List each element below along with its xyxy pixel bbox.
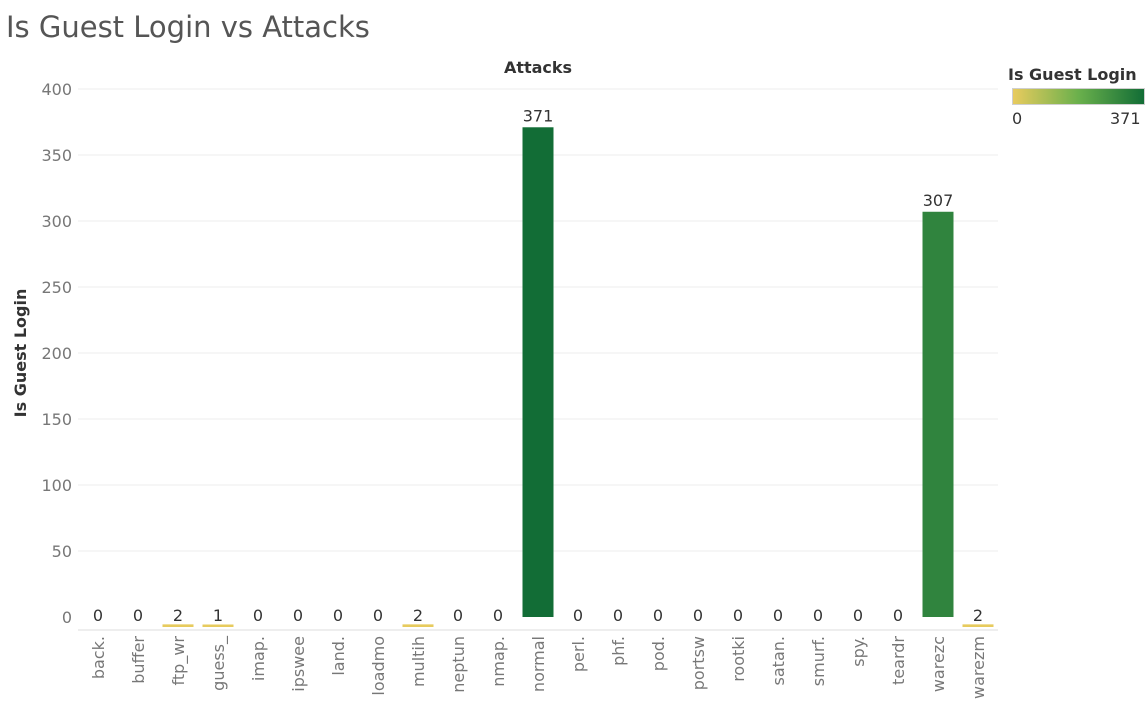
bar — [922, 211, 954, 617]
y-tick-label: 50 — [52, 542, 72, 561]
x-tick-label: nmap. — [489, 636, 508, 687]
x-tick-label: rootki — [729, 636, 748, 682]
data-label: 1 — [213, 606, 223, 625]
x-tick-label: multih — [409, 636, 428, 687]
x-tick-label: loadmo — [369, 636, 388, 696]
data-label: 0 — [293, 606, 303, 625]
x-tick-label: guess_ — [209, 635, 229, 691]
legend-title: Is Guest Login — [1008, 65, 1137, 84]
x-tick-label: phf. — [609, 636, 628, 666]
y-tick-label: 150 — [41, 410, 72, 429]
y-tick-label: 0 — [62, 608, 72, 627]
data-label: 0 — [893, 606, 903, 625]
bar — [402, 624, 434, 627]
y-tick-label: 300 — [41, 212, 72, 231]
bar — [202, 624, 234, 627]
x-tick-label: perl. — [569, 636, 588, 672]
x-tick-label: ftp_wr — [169, 636, 189, 686]
x-tick-label: spy. — [849, 636, 868, 667]
data-label: 2 — [413, 606, 423, 625]
x-tick-label: neptun — [449, 636, 468, 693]
bar — [522, 127, 554, 617]
data-label: 2 — [973, 606, 983, 625]
x-tick-label: portsw — [689, 636, 708, 690]
x-tick-label: normal — [529, 636, 548, 692]
x-tick-label: smurf. — [809, 636, 828, 686]
data-label: 0 — [333, 606, 343, 625]
x-tick-label: ipswee — [289, 636, 308, 692]
bar — [162, 624, 194, 627]
bar — [962, 624, 994, 627]
bars — [162, 127, 994, 627]
data-labels: 0 0 2 1 0 0 0 0 2 0 0 371 0 0 0 0 0 0 0 0 0 307 2 — [93, 106, 983, 625]
y-axis: 0 50 100 150 200 250 300 350 400 — [41, 80, 72, 627]
x-tick-label: teardr — [889, 636, 908, 685]
x-tick-label: satan. — [769, 636, 788, 685]
x-tick-label: warezm — [969, 636, 988, 699]
data-label: 0 — [813, 606, 823, 625]
data-label: 0 — [493, 606, 503, 625]
legend-max-label: 371 — [1110, 109, 1141, 128]
y-axis-title: Is Guest Login — [11, 289, 30, 418]
data-label: 307 — [923, 191, 954, 210]
data-label: 0 — [773, 606, 783, 625]
data-label: 0 — [573, 606, 583, 625]
y-tick-label: 100 — [41, 476, 72, 495]
y-tick-label: 200 — [41, 344, 72, 363]
y-tick-label: 400 — [41, 80, 72, 99]
legend-min-label: 0 — [1012, 109, 1023, 128]
data-label: 0 — [693, 606, 703, 625]
x-tick-label: buffer — [129, 636, 148, 684]
data-label: 2 — [173, 606, 183, 625]
data-label: 0 — [373, 606, 383, 625]
data-label: 371 — [523, 106, 554, 125]
data-label: 0 — [613, 606, 623, 625]
x-axis: back. buffer ftp_wr guess_ imap. ipswee land. l… — [89, 635, 988, 699]
data-label: 0 — [853, 606, 863, 625]
data-label: 0 — [453, 606, 463, 625]
x-tick-label: back. — [89, 636, 108, 679]
data-label: 0 — [253, 606, 263, 625]
x-axis-title: Attacks — [504, 58, 572, 77]
y-tick-label: 250 — [41, 278, 72, 297]
chart-title: Is Guest Login vs Attacks — [6, 10, 370, 44]
y-tick-label: 350 — [41, 146, 72, 165]
x-tick-label: land. — [329, 636, 348, 676]
legend-color-ramp — [1012, 88, 1145, 105]
data-label: 0 — [653, 606, 663, 625]
data-label: 0 — [733, 606, 743, 625]
x-tick-label: warezc — [929, 636, 948, 692]
data-label: 0 — [133, 606, 143, 625]
data-label: 0 — [93, 606, 103, 625]
x-tick-label: imap. — [249, 636, 268, 681]
x-tick-label: pod. — [649, 636, 668, 671]
